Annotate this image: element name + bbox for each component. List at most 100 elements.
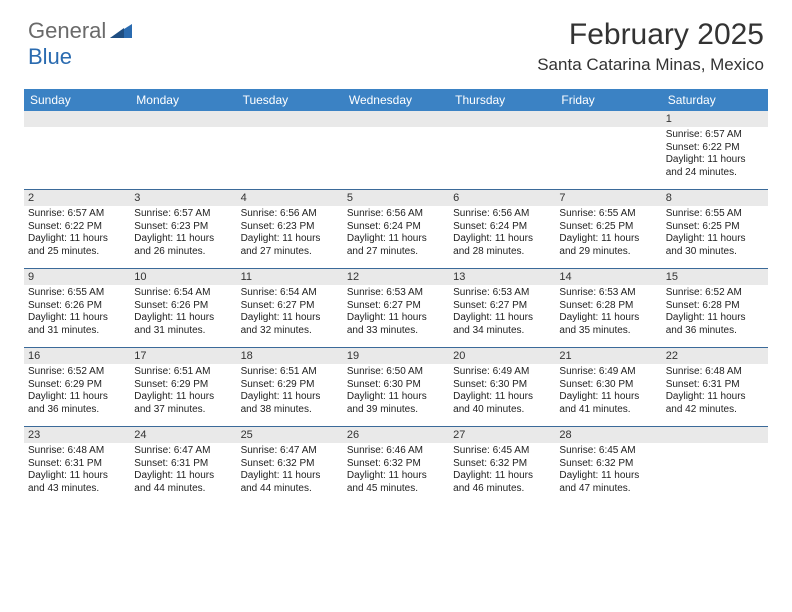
calendar-cell (343, 111, 449, 189)
sunset-text: Sunset: 6:31 PM (666, 379, 764, 392)
cell-body (343, 127, 449, 133)
sunset-text: Sunset: 6:29 PM (28, 379, 126, 392)
week-row: 16Sunrise: 6:52 AMSunset: 6:29 PMDayligh… (24, 347, 768, 426)
day-number: 12 (343, 269, 449, 285)
sunrise-text: Sunrise: 6:54 AM (241, 287, 339, 300)
calendar-cell: 13Sunrise: 6:53 AMSunset: 6:27 PMDayligh… (449, 269, 555, 347)
calendar-cell: 15Sunrise: 6:52 AMSunset: 6:28 PMDayligh… (662, 269, 768, 347)
calendar-cell: 23Sunrise: 6:48 AMSunset: 6:31 PMDayligh… (24, 427, 130, 505)
week-row: 9Sunrise: 6:55 AMSunset: 6:26 PMDaylight… (24, 268, 768, 347)
sunset-text: Sunset: 6:27 PM (453, 300, 551, 313)
day-number: 16 (24, 348, 130, 364)
daylight-text: Daylight: 11 hours and 26 minutes. (134, 233, 232, 258)
dayhead-saturday: Saturday (662, 89, 768, 111)
calendar-cell: 21Sunrise: 6:49 AMSunset: 6:30 PMDayligh… (555, 348, 661, 426)
calendar-cell: 28Sunrise: 6:45 AMSunset: 6:32 PMDayligh… (555, 427, 661, 505)
day-number (449, 111, 555, 127)
day-number: 22 (662, 348, 768, 364)
sunrise-text: Sunrise: 6:45 AM (559, 445, 657, 458)
sunset-text: Sunset: 6:30 PM (347, 379, 445, 392)
day-number: 17 (130, 348, 236, 364)
sunrise-text: Sunrise: 6:56 AM (241, 208, 339, 221)
dayhead-wednesday: Wednesday (343, 89, 449, 111)
daylight-text: Daylight: 11 hours and 43 minutes. (28, 470, 126, 495)
cell-body: Sunrise: 6:55 AMSunset: 6:25 PMDaylight:… (555, 206, 661, 262)
sunset-text: Sunset: 6:27 PM (347, 300, 445, 313)
cell-body: Sunrise: 6:49 AMSunset: 6:30 PMDaylight:… (555, 364, 661, 420)
dayhead-tuesday: Tuesday (237, 89, 343, 111)
day-number: 21 (555, 348, 661, 364)
sunrise-text: Sunrise: 6:55 AM (28, 287, 126, 300)
daylight-text: Daylight: 11 hours and 24 minutes. (666, 154, 764, 179)
day-number: 23 (24, 427, 130, 443)
sunset-text: Sunset: 6:22 PM (666, 142, 764, 155)
cell-body (237, 127, 343, 133)
day-number (343, 111, 449, 127)
week-row: 1Sunrise: 6:57 AMSunset: 6:22 PMDaylight… (24, 111, 768, 189)
sunset-text: Sunset: 6:32 PM (559, 458, 657, 471)
cell-body: Sunrise: 6:55 AMSunset: 6:26 PMDaylight:… (24, 285, 130, 341)
cell-body: Sunrise: 6:56 AMSunset: 6:23 PMDaylight:… (237, 206, 343, 262)
logo-triangle-icon (110, 22, 132, 43)
day-number: 20 (449, 348, 555, 364)
calendar-cell: 19Sunrise: 6:50 AMSunset: 6:30 PMDayligh… (343, 348, 449, 426)
sunset-text: Sunset: 6:23 PM (134, 221, 232, 234)
cell-body: Sunrise: 6:56 AMSunset: 6:24 PMDaylight:… (343, 206, 449, 262)
day-number: 15 (662, 269, 768, 285)
cell-body: Sunrise: 6:56 AMSunset: 6:24 PMDaylight:… (449, 206, 555, 262)
sunrise-text: Sunrise: 6:49 AM (453, 366, 551, 379)
day-number: 24 (130, 427, 236, 443)
sunrise-text: Sunrise: 6:55 AM (666, 208, 764, 221)
sunset-text: Sunset: 6:28 PM (559, 300, 657, 313)
day-number: 5 (343, 190, 449, 206)
daylight-text: Daylight: 11 hours and 47 minutes. (559, 470, 657, 495)
calendar-cell (237, 111, 343, 189)
sunrise-text: Sunrise: 6:53 AM (453, 287, 551, 300)
cell-body: Sunrise: 6:45 AMSunset: 6:32 PMDaylight:… (555, 443, 661, 499)
sunrise-text: Sunrise: 6:57 AM (666, 129, 764, 142)
sunset-text: Sunset: 6:27 PM (241, 300, 339, 313)
cell-body: Sunrise: 6:57 AMSunset: 6:22 PMDaylight:… (24, 206, 130, 262)
day-number: 10 (130, 269, 236, 285)
sunrise-text: Sunrise: 6:51 AM (134, 366, 232, 379)
cell-body: Sunrise: 6:57 AMSunset: 6:23 PMDaylight:… (130, 206, 236, 262)
daylight-text: Daylight: 11 hours and 30 minutes. (666, 233, 764, 258)
sunset-text: Sunset: 6:22 PM (28, 221, 126, 234)
daylight-text: Daylight: 11 hours and 38 minutes. (241, 391, 339, 416)
sunrise-text: Sunrise: 6:52 AM (28, 366, 126, 379)
week-row: 23Sunrise: 6:48 AMSunset: 6:31 PMDayligh… (24, 426, 768, 505)
cell-body: Sunrise: 6:45 AMSunset: 6:32 PMDaylight:… (449, 443, 555, 499)
daylight-text: Daylight: 11 hours and 39 minutes. (347, 391, 445, 416)
sunrise-text: Sunrise: 6:48 AM (666, 366, 764, 379)
day-number: 13 (449, 269, 555, 285)
cell-body: Sunrise: 6:53 AMSunset: 6:28 PMDaylight:… (555, 285, 661, 341)
sunset-text: Sunset: 6:30 PM (559, 379, 657, 392)
sunset-text: Sunset: 6:29 PM (241, 379, 339, 392)
day-number (555, 111, 661, 127)
calendar-cell: 6Sunrise: 6:56 AMSunset: 6:24 PMDaylight… (449, 190, 555, 268)
calendar-cell (24, 111, 130, 189)
daylight-text: Daylight: 11 hours and 36 minutes. (666, 312, 764, 337)
cell-body: Sunrise: 6:57 AMSunset: 6:22 PMDaylight:… (662, 127, 768, 183)
cell-body: Sunrise: 6:54 AMSunset: 6:27 PMDaylight:… (237, 285, 343, 341)
daylight-text: Daylight: 11 hours and 46 minutes. (453, 470, 551, 495)
calendar-cell: 20Sunrise: 6:49 AMSunset: 6:30 PMDayligh… (449, 348, 555, 426)
sunrise-text: Sunrise: 6:53 AM (347, 287, 445, 300)
daylight-text: Daylight: 11 hours and 42 minutes. (666, 391, 764, 416)
cell-body (662, 443, 768, 449)
daylight-text: Daylight: 11 hours and 28 minutes. (453, 233, 551, 258)
daylight-text: Daylight: 11 hours and 44 minutes. (241, 470, 339, 495)
calendar-cell: 24Sunrise: 6:47 AMSunset: 6:31 PMDayligh… (130, 427, 236, 505)
daylight-text: Daylight: 11 hours and 45 minutes. (347, 470, 445, 495)
sunrise-text: Sunrise: 6:52 AM (666, 287, 764, 300)
sunset-text: Sunset: 6:29 PM (134, 379, 232, 392)
sunrise-text: Sunrise: 6:46 AM (347, 445, 445, 458)
sunset-text: Sunset: 6:24 PM (453, 221, 551, 234)
day-number: 1 (662, 111, 768, 127)
cell-body: Sunrise: 6:52 AMSunset: 6:29 PMDaylight:… (24, 364, 130, 420)
sunset-text: Sunset: 6:32 PM (241, 458, 339, 471)
cell-body: Sunrise: 6:51 AMSunset: 6:29 PMDaylight:… (237, 364, 343, 420)
dayhead-thursday: Thursday (449, 89, 555, 111)
daylight-text: Daylight: 11 hours and 44 minutes. (134, 470, 232, 495)
cell-body: Sunrise: 6:55 AMSunset: 6:25 PMDaylight:… (662, 206, 768, 262)
